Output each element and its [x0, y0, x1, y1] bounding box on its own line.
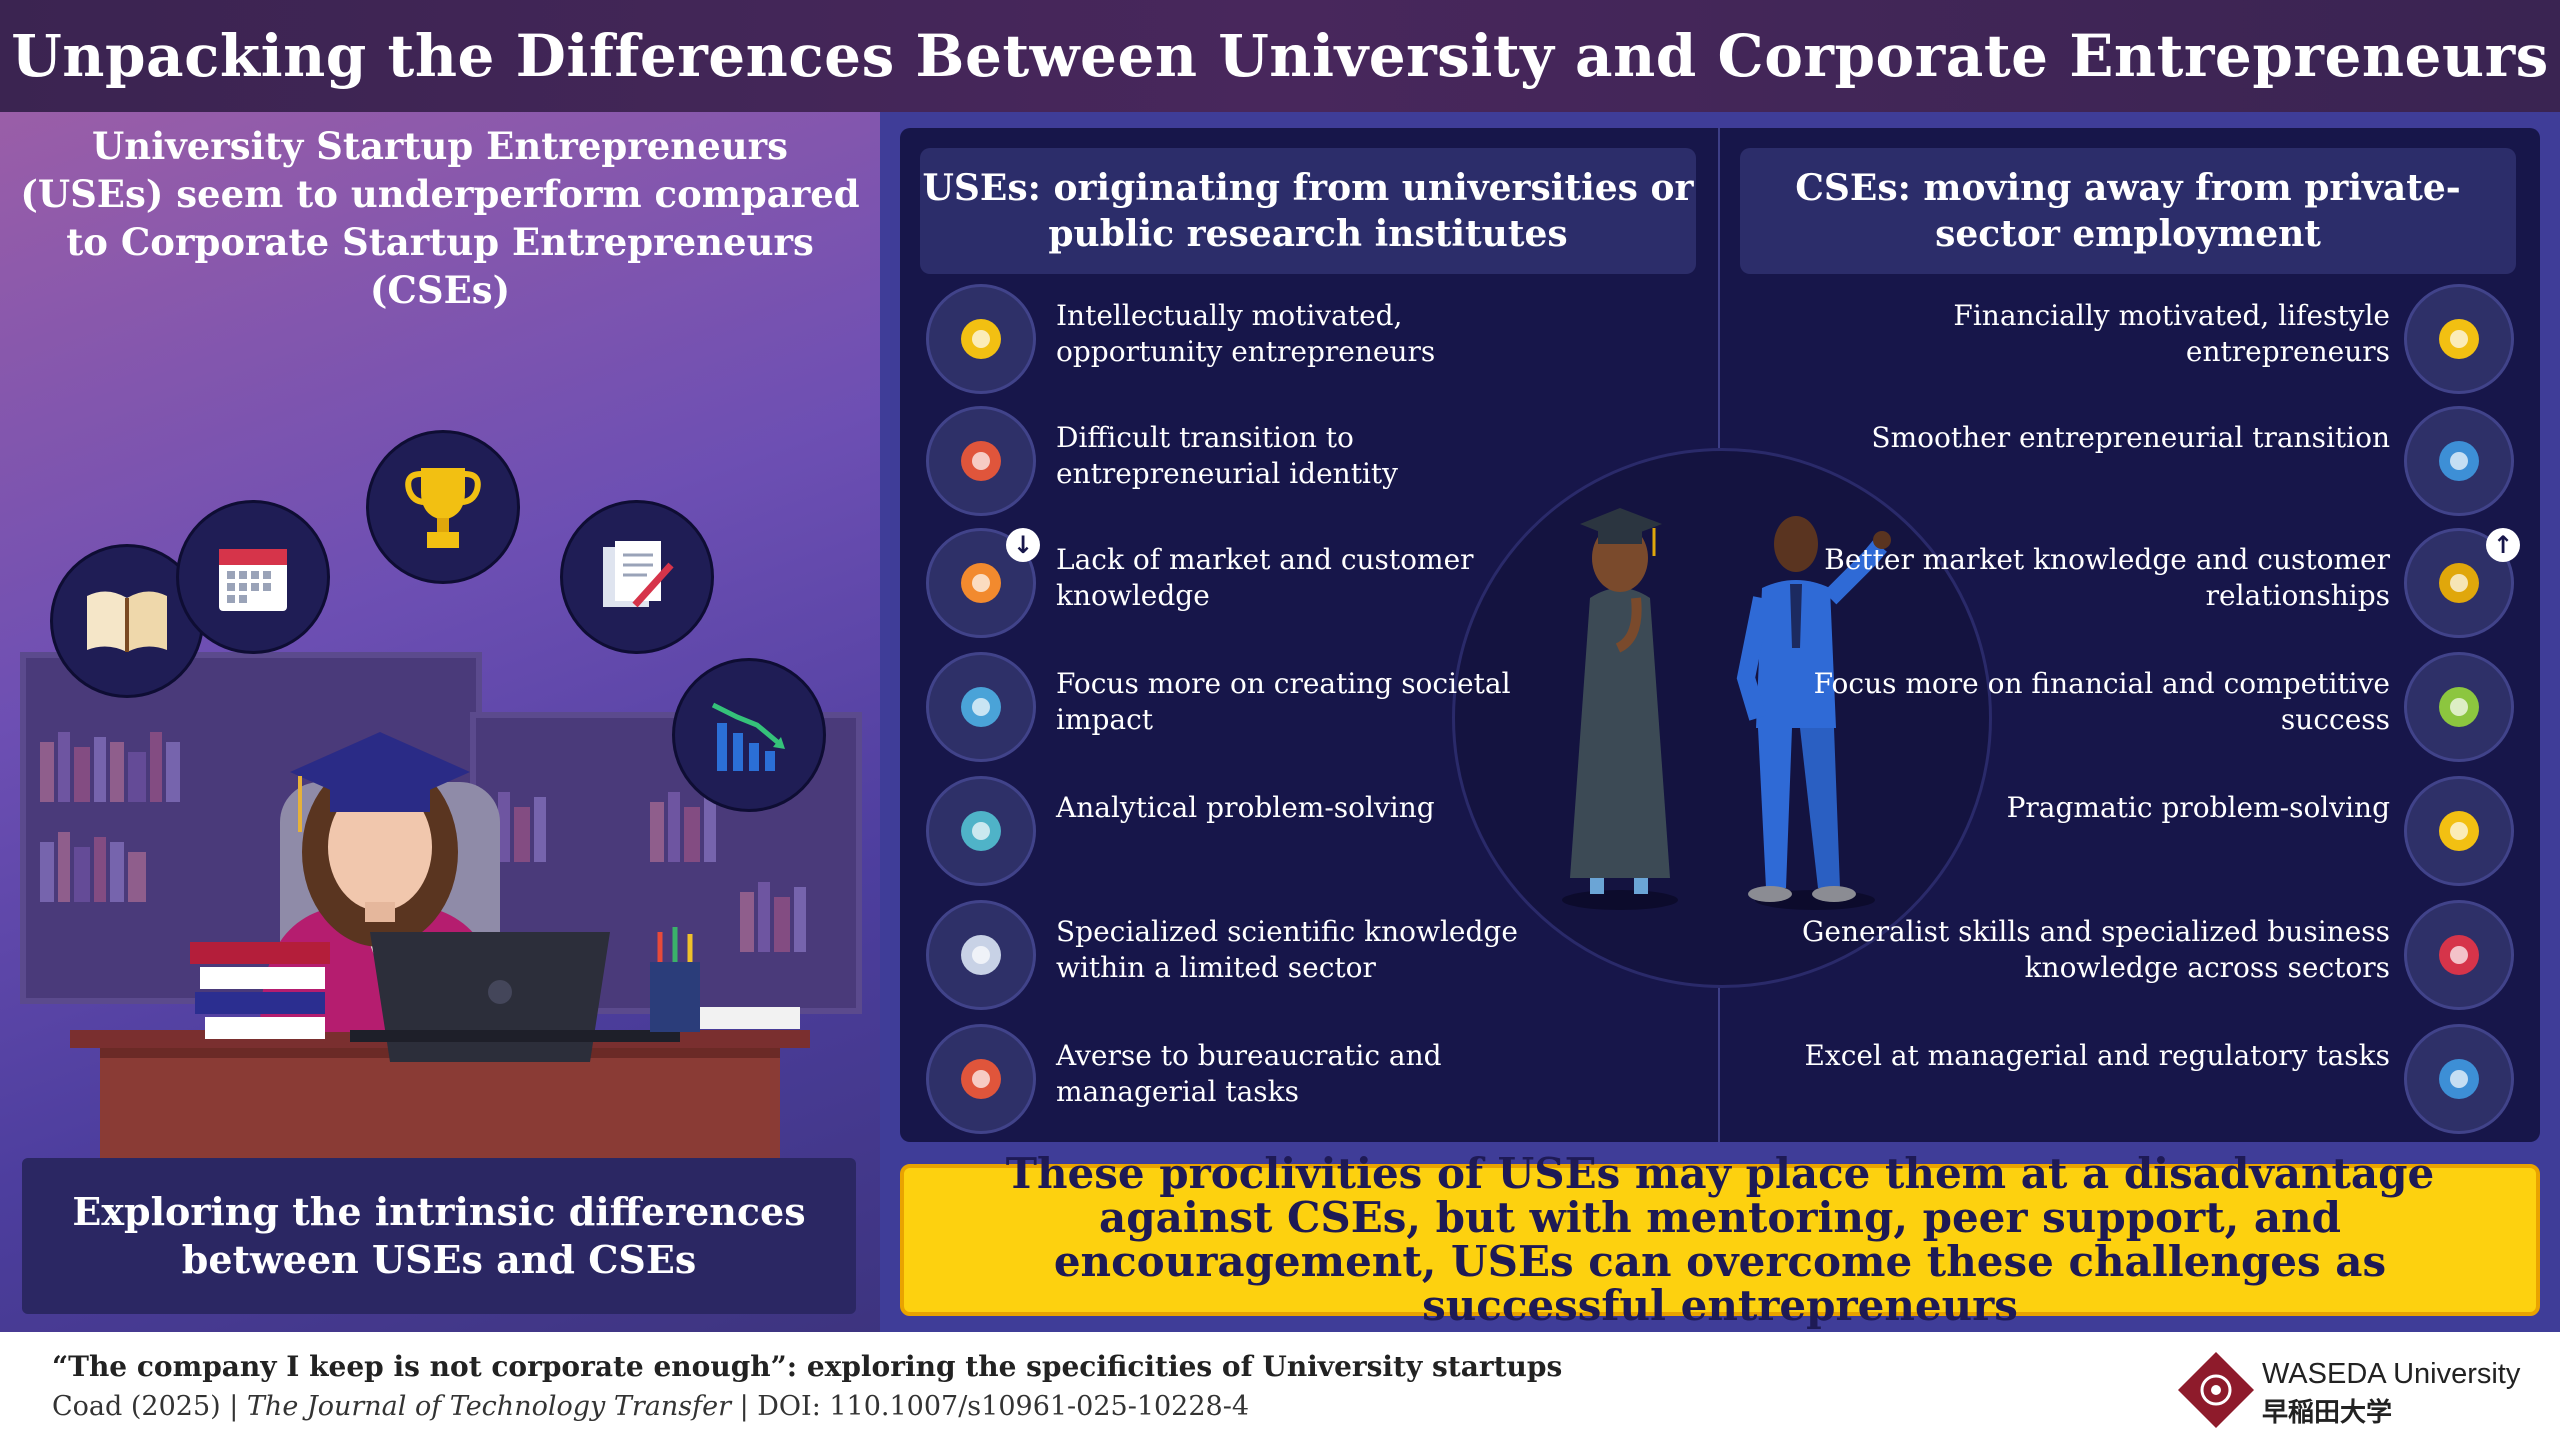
header-banner: Unpacking the Differences Between Univer…: [0, 0, 2560, 112]
microscope-icon: [926, 900, 1036, 1010]
uses-item-text: Analytical problem-solving: [1056, 791, 1435, 824]
calendar-icon: [176, 500, 330, 654]
cses-item-text: Better market knowledge and customer rel…: [1824, 543, 2390, 612]
declining-chart-icon: [672, 658, 826, 812]
briefcase-chart-icon: [2404, 406, 2514, 516]
hands-together-icon: [926, 652, 1036, 762]
uses-item-text: Specialized scientific knowledge within …: [1056, 915, 1518, 984]
graduate-figure: [1562, 508, 1678, 910]
cses-heading: CSEs: moving away from private-sector em…: [1740, 148, 2516, 274]
magnifier-screen-icon: [926, 776, 1036, 886]
uses-item-text: Averse to bureaucratic and managerial ta…: [1056, 1039, 1442, 1108]
uses-item-text: Lack of market and customer knowledge: [1056, 543, 1474, 612]
citation-prefix: Coad (2025) |: [52, 1391, 247, 1422]
summary-box: These proclivities of USEs may place the…: [900, 1152, 2540, 1328]
citation: Coad (2025) | The Journal of Technology …: [52, 1391, 1249, 1422]
lightbulb-brain-icon: [926, 284, 1036, 394]
tablet-chart-icon: [2404, 900, 2514, 1010]
person-gears-icon: [926, 1024, 1036, 1134]
money-bag-hand-icon: [2404, 284, 2514, 394]
figures-circle: [1452, 448, 1992, 988]
cses-item-text: Focus more on financial and competitive …: [1813, 667, 2390, 736]
waseda-logo-icon: [2178, 1352, 2254, 1428]
logo-japanese: 早稲田大学: [2262, 1397, 2393, 1427]
left-illustration-panel: University Startup Entrepreneurs (USEs) …: [0, 112, 880, 1332]
footer: [0, 1332, 2560, 1440]
team-icon: [2404, 1024, 2514, 1134]
businessman-figure: [1736, 516, 1891, 910]
trophy-icon: [366, 430, 520, 584]
up-arrow-badge: ↑: [2486, 528, 2520, 562]
journal-name: The Journal of Technology Transfer: [246, 1391, 731, 1422]
books-decoration: [40, 732, 810, 1158]
cses-item-text: Pragmatic problem-solving: [2006, 791, 2390, 824]
page-title: Unpacking the Differences Between Univer…: [11, 22, 2549, 90]
down-arrow-badge: ↓: [1006, 528, 1040, 562]
handshake-plant-icon: [2404, 652, 2514, 762]
doi: | DOI: 110.1007/s10961-025-10228-4: [730, 1391, 1250, 1422]
documents-icon: [560, 500, 714, 654]
cses-item-text: Financially motivated, lifestyle entrepr…: [1953, 299, 2390, 368]
cses-item-text: Generalist skills and specialized busine…: [1802, 915, 2390, 984]
uses-heading: USEs: originating from universities or p…: [920, 148, 1696, 274]
bottom-left-caption: Exploring the intrinsic differences betw…: [22, 1158, 856, 1314]
brain-chart-icon: [926, 528, 1036, 638]
lightbulb-icon: [2404, 776, 2514, 886]
cses-item-text: Smoother entrepreneurial transition: [1871, 421, 2390, 454]
cses-item-text: Excel at managerial and regulatory tasks: [1804, 1039, 2390, 1072]
intro-text: University Startup Entrepreneurs (USEs) …: [20, 124, 860, 312]
gears-person-icon: [926, 406, 1036, 516]
uses-item-text: Difficult transition to entrepreneurial …: [1056, 421, 1398, 490]
uses-item-text: Focus more on creating societal impact: [1056, 667, 1511, 736]
logo-english: WASEDA University: [2262, 1358, 2521, 1390]
uses-item-text: Intellectually motivated, opportunity en…: [1056, 299, 1436, 368]
summary-text: These proclivities of USEs may place the…: [1005, 1149, 2435, 1330]
graduate-and-businessman-figures: [1562, 508, 1891, 910]
paper-title: “The company I keep is not corporate eno…: [52, 1350, 1563, 1383]
